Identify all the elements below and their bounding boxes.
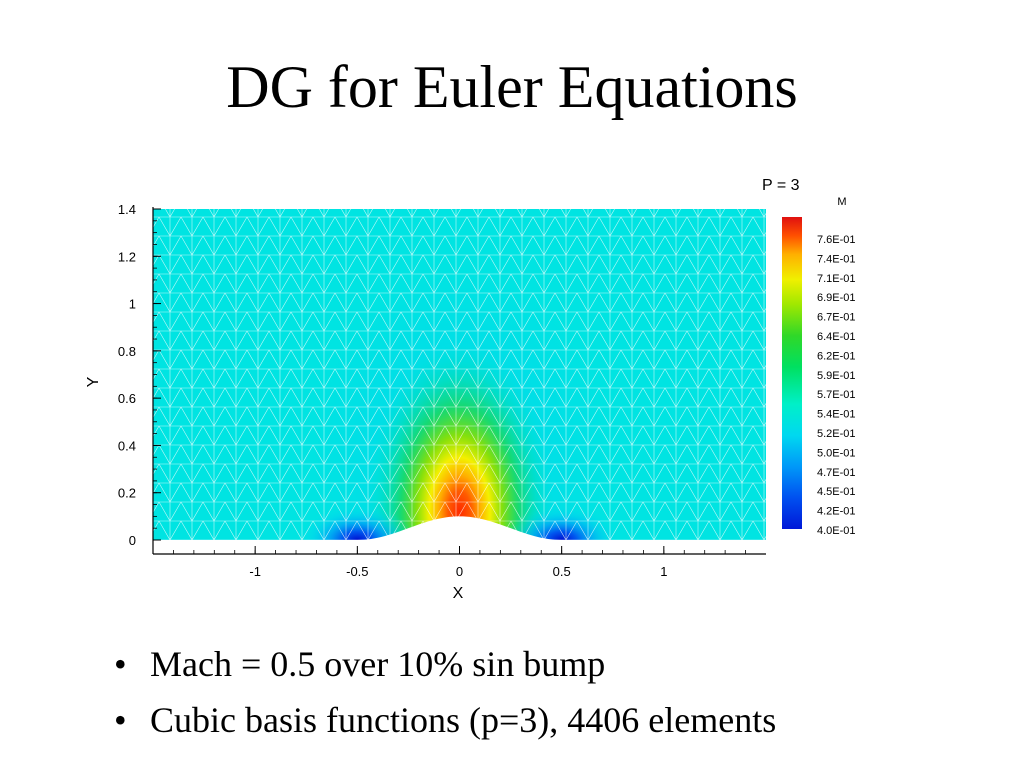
colorbar-level-label: 6.9E-01	[817, 292, 856, 304]
colorbar-level-label: 7.6E-01	[817, 234, 856, 246]
y-tick-label: 0.4	[118, 438, 136, 453]
x-tick-label: 0	[456, 564, 463, 579]
colorbar-level-label: 6.2E-01	[817, 350, 856, 362]
y-tick-label: 1.4	[118, 202, 136, 217]
colorbar-level-label: 6.7E-01	[817, 312, 856, 324]
y-tick-label: 0.2	[118, 486, 136, 501]
y-tick-label: 0.6	[118, 391, 136, 406]
colorbar-level-label: 5.9E-01	[817, 370, 856, 382]
colorbar-level-label: 6.4E-01	[817, 331, 856, 343]
colorbar-scale	[782, 217, 802, 529]
chart-title: P = 3	[762, 177, 800, 194]
y-tick-label: 1.2	[118, 249, 136, 264]
x-tick-label: 0.5	[553, 564, 571, 579]
triangular-mesh	[153, 209, 766, 540]
x-tick-label: -0.5	[346, 564, 368, 579]
x-axis-label: X	[453, 585, 464, 602]
axes: 0 0.2 0.4 0.6 0.8 1 1.2 1.4 -1 -0.5 0 0.5 1	[118, 202, 766, 579]
contour-plot: 0 0.2 0.4 0.6 0.8 1 1.2 1.4 -1 -0.5 0 0.5 1 P = 3 X …	[60, 160, 960, 610]
y-tick-label: 0.8	[118, 344, 136, 359]
colorbar-level-label: 7.1E-01	[817, 273, 856, 285]
colorbar-levels: 7.6E-01 7.4E-01 7.1E-01 6.9E-01 6.7E-01 6.4E-…	[817, 234, 856, 537]
colorbar: M 7.6E-01 7.4E-01 7.1E-01 6.9E-01 6.7E-01 6.4…	[782, 196, 856, 537]
colorbar-level-label: 5.4E-01	[817, 409, 856, 421]
colorbar-level-label: 7.4E-01	[817, 253, 856, 265]
colorbar-level-label: 5.7E-01	[817, 389, 856, 401]
bullet-list: Mach = 0.5 over 10% sin bump Cubic basis…	[110, 636, 776, 748]
mach-field	[153, 209, 766, 540]
slide-title: DG for Euler Equations	[226, 54, 798, 120]
colorbar-level-label: 4.7E-01	[817, 467, 856, 479]
x-tick-label: 1	[660, 564, 667, 579]
colorbar-level-label: 4.5E-01	[817, 486, 856, 498]
sin-bump	[357, 516, 562, 540]
colorbar-level-label: 5.2E-01	[817, 428, 856, 440]
y-tick-label: 1	[129, 297, 136, 312]
colorbar-level-label: 4.0E-01	[817, 525, 856, 537]
colorbar-label: M	[837, 196, 846, 208]
plot-svg: 00.20.40.60.811.21.4-1 -0.5 0 0.5 1 P = 3 X …	[85, 177, 856, 602]
bullet-item-mach: Mach = 0.5 over 10% sin bump	[110, 636, 776, 692]
y-tick-label: 0	[129, 533, 136, 548]
colorbar-level-label: 4.2E-01	[817, 506, 856, 518]
y-axis-label: Y	[85, 376, 102, 387]
x-tick-label: -1	[249, 564, 261, 579]
bullet-item-basis: Cubic basis functions (p=3), 4406 elemen…	[110, 692, 776, 748]
colorbar-level-label: 5.0E-01	[817, 447, 856, 459]
